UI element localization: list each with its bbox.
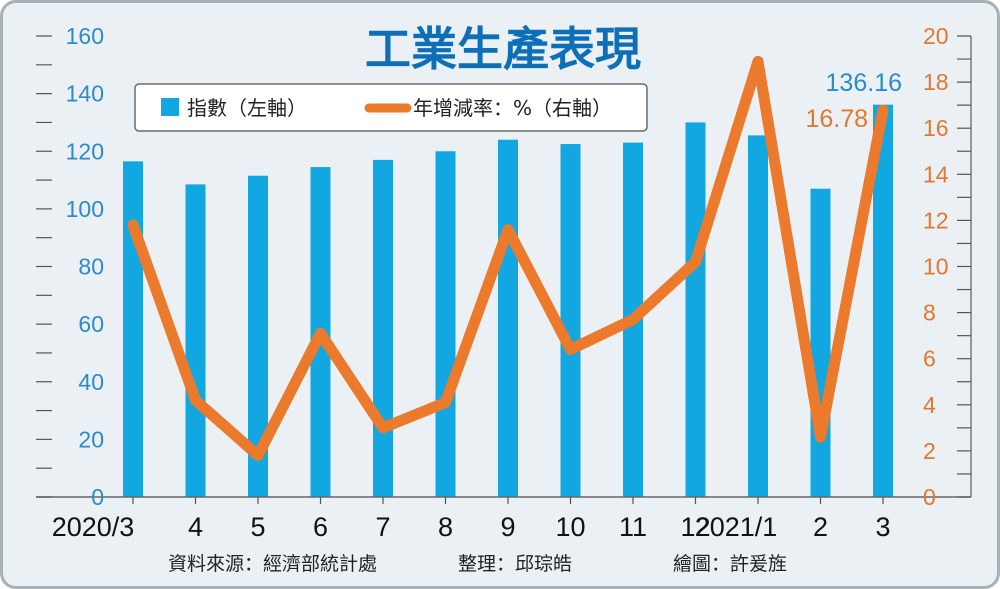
- bar-2020/3: [123, 161, 143, 497]
- bar-8: [435, 151, 456, 497]
- bar-4: [185, 184, 206, 497]
- line-point-7: [378, 422, 388, 433]
- x-tick-label: 7: [375, 512, 390, 542]
- right-tick-label: 14: [923, 161, 949, 187]
- x-tick-label: 8: [438, 512, 453, 542]
- line-point-10: [565, 344, 576, 355]
- right-tick-label: 12: [923, 207, 949, 233]
- left-tick-label: 120: [66, 138, 104, 164]
- annotation-last-index: 136.16: [826, 69, 902, 97]
- bar-7: [373, 159, 393, 498]
- right-tick-label: 0: [923, 484, 936, 510]
- line-point-2020/3: [128, 220, 138, 231]
- x-tick-label: 12: [680, 512, 710, 542]
- left-tick-label: 60: [78, 311, 104, 337]
- bar-3: [873, 104, 893, 498]
- annotation-last-growth: 16.78: [805, 105, 868, 133]
- line-point-2021/1: [753, 56, 763, 67]
- line-point-4: [190, 395, 201, 406]
- left-tick-label: 160: [66, 23, 104, 49]
- chart-svg: 工業生產表現 0 20 40 60 80 100 120 140 160 0 2 4 6 8 10 12 14 1…: [36, 22, 972, 575]
- right-tick-label: 8: [923, 300, 936, 326]
- x-tick-label: 6: [313, 512, 328, 542]
- right-tick-label: 10: [923, 254, 949, 280]
- left-tick-label: 40: [78, 369, 104, 395]
- right-tick-label: 2: [923, 438, 936, 464]
- legend-bar-label: 指數（左軸）: [187, 96, 307, 120]
- x-tick-label: 10: [555, 512, 585, 542]
- x-tick-label: 5: [250, 512, 265, 542]
- right-tick-label: 18: [923, 69, 949, 95]
- x-tick-label: 9: [500, 512, 515, 542]
- x-tick-label: 2020/3: [52, 512, 135, 542]
- left-tick-label: 0: [91, 484, 104, 510]
- x-tick-label: 11: [619, 512, 647, 542]
- bar-2021/1: [748, 135, 768, 497]
- bar-9: [498, 139, 518, 497]
- line-point-2: [815, 432, 826, 443]
- editor-credit: 整理：邱琮皓: [458, 553, 572, 575]
- right-tick-label: 4: [923, 392, 936, 418]
- line-point-8: [440, 397, 451, 408]
- source-note: 資料來源：經濟部統計處: [168, 553, 377, 575]
- line-point-6: [315, 328, 326, 339]
- bar-2: [810, 188, 831, 498]
- left-tick-label: 20: [78, 426, 104, 452]
- x-tick-label: 2021/1: [695, 512, 778, 542]
- line-point-9: [503, 224, 513, 235]
- x-tick-label: 2: [813, 512, 828, 542]
- left-tick-label: 100: [66, 196, 104, 222]
- line-point-12: [690, 256, 701, 267]
- axes: 0204060801001201401600246810121416182020…: [36, 23, 972, 542]
- bar-12: [685, 122, 706, 497]
- bar-10: [560, 144, 581, 497]
- right-tick-label: 16: [923, 115, 949, 141]
- chart-title: 工業生產表現: [365, 22, 641, 76]
- line-point-5: [253, 450, 263, 461]
- right-tick-label: 20: [923, 23, 949, 49]
- line-point-11: [628, 314, 638, 325]
- left-tick-label: 140: [66, 81, 104, 107]
- legend: 指數（左軸） 年增減率：%（右軸）: [134, 83, 648, 132]
- line-series: [127, 55, 889, 461]
- x-tick-label: 3: [875, 512, 890, 542]
- legend-bar-swatch: [161, 98, 179, 116]
- artist-credit: 繪圖：許爰旌: [673, 553, 787, 575]
- legend-line-label: 年增減率：%（右軸）: [413, 96, 612, 120]
- x-tick-label: 4: [188, 512, 203, 542]
- left-tick-label: 80: [78, 254, 104, 280]
- line-point-3: [878, 105, 888, 116]
- bar-5: [248, 175, 268, 497]
- right-tick-label: 6: [923, 346, 936, 372]
